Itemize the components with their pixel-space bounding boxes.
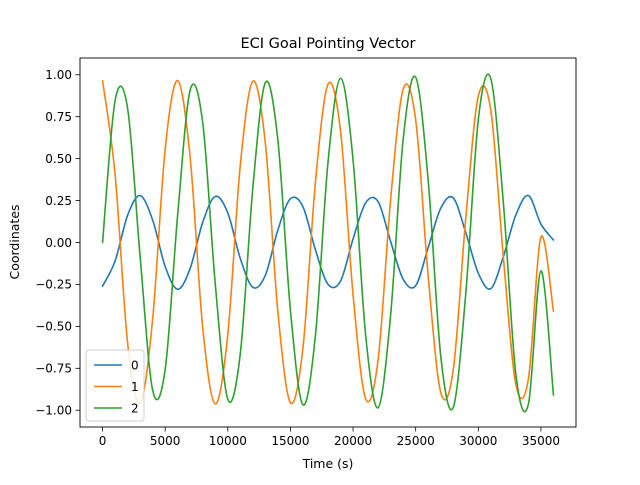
y-tick-label: 0.50 — [45, 152, 72, 166]
y-tick-label: 0.00 — [45, 236, 72, 250]
x-tick-label: 0 — [99, 434, 107, 448]
legend-label-1: 1 — [131, 380, 139, 394]
series-line-0 — [101, 194, 555, 291]
y-tick-label: 0.75 — [45, 110, 72, 124]
x-axis: 0 5000 10000 15000 20000 25000 30000 35000 — [99, 427, 560, 448]
x-tick-label: 35000 — [522, 434, 560, 448]
y-axis: −1.00 −0.75 −0.50 −0.25 0.00 0.25 0.50 0.75 1.00 — [35, 68, 80, 418]
series-layer — [101, 73, 555, 413]
x-tick-label: 15000 — [271, 434, 309, 448]
series-line-2 — [101, 73, 555, 413]
chart-title: ECI Goal Pointing Vector — [240, 36, 415, 52]
x-tick-label: 20000 — [334, 434, 372, 448]
x-axis-label: Time (s) — [302, 456, 354, 471]
series-line-1 — [101, 79, 555, 405]
legend-label-2: 2 — [131, 401, 139, 415]
x-tick-label: 30000 — [459, 434, 497, 448]
x-tick-label: 5000 — [150, 434, 181, 448]
plot-area — [101, 73, 555, 413]
y-tick-label: 0.25 — [45, 194, 72, 208]
legend-box — [85, 349, 145, 422]
y-tick-label: −1.00 — [35, 404, 72, 418]
x-tick-label: 10000 — [209, 434, 247, 448]
legend: 0 1 2 — [85, 349, 145, 422]
legend-label-0: 0 — [131, 358, 139, 372]
y-tick-label: −0.75 — [35, 362, 72, 376]
y-axis-label: Coordinates — [7, 204, 22, 279]
y-tick-label: 1.00 — [45, 68, 72, 82]
x-tick-label: 25000 — [397, 434, 435, 448]
y-tick-label: −0.25 — [35, 278, 72, 292]
y-tick-label: −0.50 — [35, 320, 72, 334]
